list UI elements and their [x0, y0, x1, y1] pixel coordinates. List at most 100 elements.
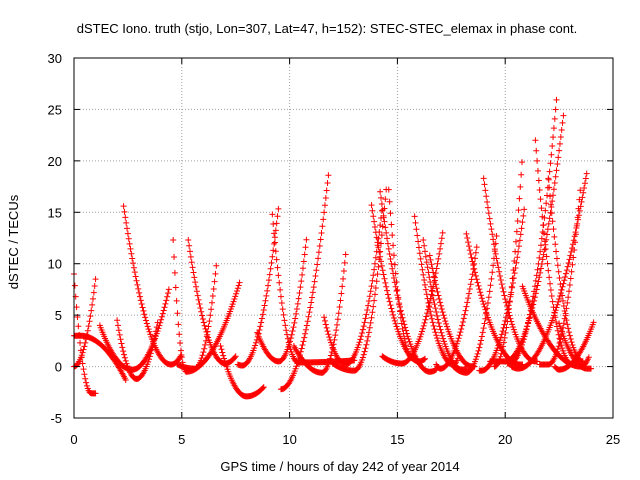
data-point [264, 287, 271, 294]
data-point [583, 359, 590, 366]
data-point [490, 236, 497, 243]
data-point [177, 340, 184, 347]
data-point [556, 147, 563, 154]
data-point [566, 288, 573, 295]
data-point [426, 274, 433, 281]
data-point [555, 331, 562, 338]
data-point [520, 336, 527, 343]
data-point [469, 258, 476, 265]
data-point [327, 355, 334, 362]
data-point [480, 325, 487, 332]
data-point [420, 271, 427, 278]
data-point [506, 298, 513, 305]
data-point [384, 291, 391, 298]
data-point [421, 319, 428, 326]
data-point [542, 207, 549, 214]
data-point [218, 346, 225, 353]
data-point [547, 280, 554, 287]
data-point [299, 271, 306, 278]
data-point [535, 260, 542, 267]
data-point [437, 245, 444, 252]
data-point [494, 259, 501, 266]
data-point [427, 279, 434, 286]
x-tick-label: 20 [498, 432, 512, 447]
data-point [551, 180, 558, 187]
data-point [487, 282, 494, 289]
data-point [522, 330, 529, 337]
data-point [223, 363, 230, 370]
data-point [567, 275, 574, 282]
data-point [371, 297, 378, 304]
data-point [482, 187, 489, 194]
data-point [340, 275, 347, 282]
x-tick-label: 0 [70, 432, 77, 447]
data-point [233, 290, 240, 297]
data-point [386, 298, 393, 305]
data-point [428, 261, 435, 268]
data-point [357, 336, 364, 343]
data-point [551, 309, 558, 316]
data-point [471, 265, 478, 272]
data-point [359, 330, 366, 337]
data-point [534, 157, 541, 164]
data-point [190, 269, 197, 276]
data-point [481, 181, 488, 188]
data-point [503, 299, 510, 306]
data-point [300, 338, 307, 345]
data-point [303, 236, 310, 243]
data-point [316, 242, 323, 249]
data-point [524, 323, 531, 330]
data-point [84, 327, 91, 334]
data-point [484, 299, 491, 306]
data-point [436, 323, 443, 330]
data-point [383, 229, 390, 236]
data-point [384, 235, 391, 242]
data-point [496, 268, 503, 275]
data-point [432, 329, 439, 336]
data-point [535, 278, 542, 285]
data-point [378, 258, 385, 265]
data-point [349, 355, 356, 362]
data-point [534, 358, 541, 365]
data-point [400, 330, 407, 337]
data-point [368, 202, 375, 209]
data-point [189, 264, 196, 271]
data-point [262, 297, 269, 304]
data-point [89, 301, 96, 308]
data-point [440, 312, 447, 319]
data-point [547, 201, 554, 208]
data-point [378, 262, 385, 269]
data-point [550, 226, 557, 233]
data-point [514, 218, 521, 225]
data-point [195, 296, 202, 303]
data-point [206, 318, 213, 325]
data-point [320, 216, 327, 223]
data-point [566, 281, 573, 288]
data-point [472, 356, 479, 363]
data-point [579, 358, 586, 365]
data-point [467, 281, 474, 288]
data-point [504, 318, 511, 325]
data-point [423, 291, 430, 298]
data-point [146, 353, 153, 360]
data-point [559, 345, 566, 352]
data-point [421, 355, 428, 362]
data-point [519, 159, 526, 166]
data-point [301, 251, 308, 258]
data-point [554, 346, 561, 353]
data-point [472, 249, 479, 256]
data-point [417, 333, 424, 340]
data-point [431, 301, 438, 308]
data-point [555, 343, 562, 350]
data-point [545, 220, 552, 227]
data-point [421, 242, 428, 249]
arc-series [71, 276, 99, 370]
data-point [534, 282, 541, 289]
y-tick-label: 15 [48, 205, 62, 220]
data-point [557, 336, 564, 343]
data-point [324, 179, 331, 186]
data-point [478, 292, 485, 299]
data-point [516, 237, 523, 244]
data-point [553, 248, 560, 255]
